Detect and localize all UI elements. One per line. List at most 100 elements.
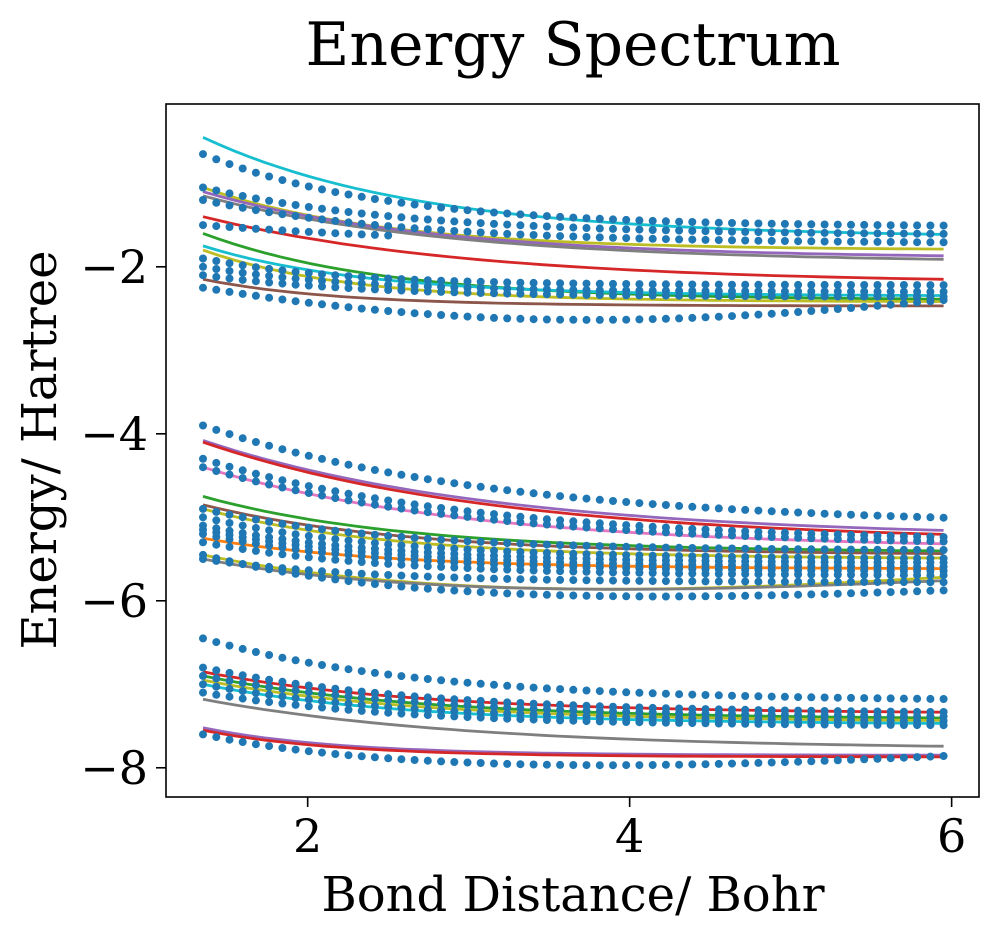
- data-point: [384, 468, 393, 477]
- data-point: [199, 262, 207, 271]
- data-point: [318, 567, 326, 576]
- data-point: [609, 761, 617, 770]
- data-point: [780, 228, 789, 237]
- data-point: [873, 511, 882, 520]
- data-point: [767, 591, 776, 600]
- point-series-8: [199, 283, 948, 324]
- data-point: [516, 230, 525, 239]
- data-point: [503, 289, 512, 298]
- data-point: [595, 717, 604, 726]
- data-point: [873, 237, 882, 246]
- data-point: [569, 761, 578, 769]
- data-point: [370, 707, 379, 716]
- data-point: [847, 229, 855, 238]
- data-point: [939, 578, 948, 587]
- data-point: [913, 571, 922, 580]
- data-point: [212, 540, 221, 549]
- data-point: [622, 542, 631, 551]
- data-point: [780, 280, 789, 289]
- data-point: [701, 569, 710, 578]
- data-point: [344, 686, 353, 695]
- data-point: [476, 537, 485, 546]
- data-point: [661, 543, 670, 552]
- data-point: [265, 480, 274, 489]
- data-point: [675, 718, 684, 727]
- data-point: [794, 533, 803, 542]
- data-point: [529, 575, 538, 584]
- data-point: [450, 563, 459, 572]
- data-point: [569, 591, 578, 600]
- data-point: [833, 756, 842, 765]
- data-point: [318, 573, 326, 582]
- data-point: [595, 707, 604, 716]
- data-point: [529, 715, 538, 724]
- data-point: [463, 678, 472, 687]
- data-point: [516, 539, 525, 548]
- data-point: [741, 236, 750, 245]
- data-point: [291, 569, 300, 578]
- data-point: [212, 458, 221, 467]
- data-point: [397, 555, 406, 564]
- data-point: [238, 521, 247, 530]
- data-point: [635, 576, 644, 585]
- data-point: [318, 554, 326, 563]
- data-point: [886, 536, 895, 545]
- data-point: [820, 220, 829, 229]
- data-point: [728, 227, 736, 236]
- data-point: [318, 491, 326, 500]
- data-point: [728, 719, 736, 728]
- data-point: [701, 691, 710, 699]
- data-point: [490, 565, 498, 574]
- data-point: [331, 549, 340, 558]
- data-point: [582, 717, 591, 726]
- data-point: [357, 552, 366, 561]
- data-point: [847, 237, 855, 246]
- data-point: [516, 278, 525, 287]
- data-point: [384, 286, 393, 294]
- data-point: [675, 235, 684, 244]
- data-point: [873, 694, 882, 703]
- data-point: [318, 661, 326, 669]
- data-point: [886, 545, 895, 554]
- data-point: [648, 543, 657, 552]
- data-point: [384, 559, 393, 568]
- data-point: [423, 534, 432, 543]
- data-point: [265, 225, 274, 234]
- data-point: [291, 521, 300, 530]
- data-point: [556, 315, 565, 324]
- data-point: [225, 287, 234, 296]
- data-point: [754, 692, 763, 701]
- data-point: [661, 718, 670, 727]
- data-point: [582, 233, 591, 241]
- data-point: [714, 236, 723, 245]
- data-point: [595, 576, 604, 585]
- data-point: [728, 280, 736, 289]
- data-point: [370, 230, 379, 239]
- data-point: [595, 542, 604, 551]
- data-point: [463, 564, 472, 573]
- data-point: [384, 581, 393, 590]
- data-point: [291, 745, 300, 754]
- data-point: [331, 494, 340, 503]
- data-point: [265, 683, 274, 691]
- data-point: [278, 744, 287, 752]
- data-point: [423, 584, 432, 593]
- data-point: [886, 571, 895, 579]
- data-point: [238, 261, 247, 270]
- data-point: [450, 677, 459, 686]
- data-point: [291, 694, 300, 703]
- data-point: [278, 295, 287, 304]
- data-point: [291, 267, 300, 276]
- data-point: [318, 270, 326, 279]
- data-point: [820, 545, 829, 554]
- data-point: [622, 568, 631, 577]
- data-point: [860, 720, 869, 729]
- data-point: [318, 484, 326, 493]
- data-point: [529, 519, 538, 528]
- data-point: [635, 568, 644, 577]
- data-point: [304, 203, 313, 211]
- data-point: [304, 451, 313, 460]
- data-point: [622, 315, 631, 324]
- data-point: [476, 219, 485, 228]
- data-point: [516, 289, 525, 298]
